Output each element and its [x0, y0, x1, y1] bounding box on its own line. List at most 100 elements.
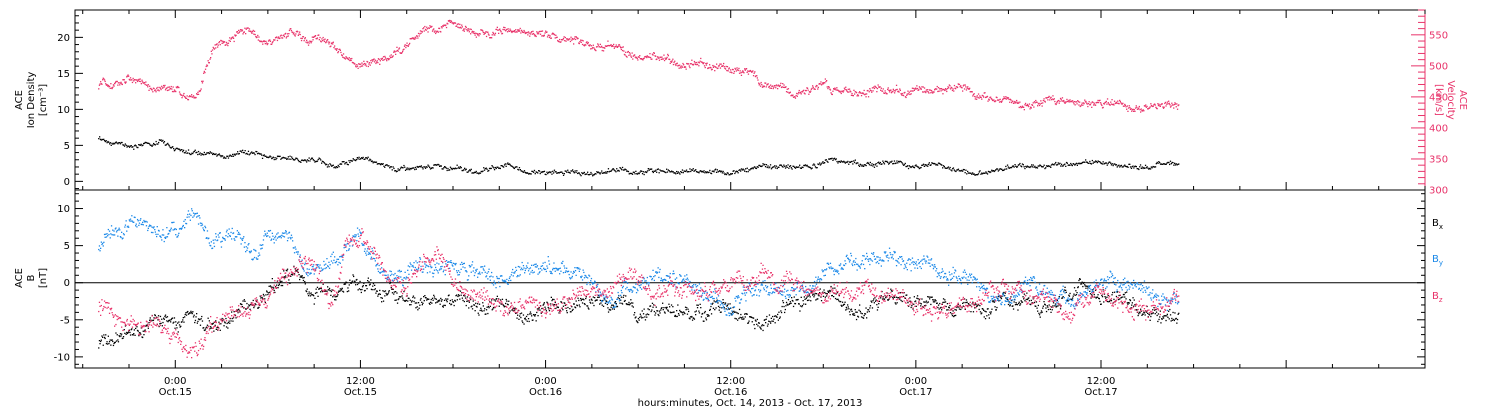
data-point	[595, 299, 597, 301]
data-point	[526, 320, 528, 322]
data-point	[373, 161, 375, 163]
data-point	[164, 237, 167, 239]
data-point	[123, 145, 126, 147]
data-point	[298, 160, 300, 163]
data-point	[1161, 318, 1163, 320]
data-point	[721, 172, 723, 174]
data-point	[1125, 298, 1127, 300]
data-point	[173, 321, 175, 323]
data-point	[617, 297, 619, 299]
data-point	[1156, 108, 1158, 110]
data-point	[327, 286, 329, 288]
data-point	[520, 312, 523, 314]
data-point	[380, 164, 382, 166]
data-point	[414, 38, 416, 40]
data-point	[1146, 305, 1148, 308]
data-point	[1113, 104, 1115, 106]
data-point	[899, 88, 901, 90]
data-point	[579, 173, 581, 176]
data-point	[771, 167, 773, 169]
data-point	[709, 309, 711, 311]
data-point	[859, 91, 861, 93]
data-point	[883, 298, 886, 300]
data-point	[733, 310, 735, 312]
data-point	[878, 161, 880, 163]
data-point	[202, 227, 204, 229]
data-point	[949, 88, 952, 90]
data-point	[175, 90, 177, 93]
data-point	[670, 60, 672, 63]
data-point	[1058, 99, 1060, 102]
data-point	[613, 43, 615, 46]
data-point	[131, 81, 134, 84]
data-point	[1066, 98, 1068, 101]
data-point	[1045, 307, 1047, 309]
data-point	[360, 158, 362, 160]
data-point	[1038, 312, 1040, 314]
data-point	[346, 290, 348, 293]
data-point	[555, 36, 558, 39]
data-point	[674, 172, 676, 174]
data-point	[468, 301, 470, 303]
data-point	[1114, 163, 1116, 165]
data-point	[723, 302, 725, 304]
data-point	[299, 276, 301, 278]
data-point	[1063, 99, 1065, 102]
data-point	[442, 168, 444, 170]
data-point	[256, 36, 258, 38]
data-point	[309, 295, 312, 297]
data-point	[527, 318, 530, 320]
data-point	[479, 172, 482, 174]
data-point	[849, 314, 851, 316]
data-point	[1082, 161, 1084, 163]
data-point	[937, 164, 939, 166]
data-point	[496, 26, 498, 28]
data-point	[958, 83, 961, 86]
data-point	[220, 323, 222, 325]
data-point	[798, 303, 800, 305]
data-point	[556, 36, 558, 38]
data-point	[684, 66, 686, 68]
data-point	[612, 168, 615, 170]
data-point	[688, 171, 690, 173]
data-point	[1128, 105, 1130, 107]
data-point	[748, 320, 750, 322]
data-point	[1173, 103, 1175, 106]
data-point	[967, 88, 969, 90]
data-point	[271, 157, 273, 160]
data-point	[483, 310, 485, 312]
data-point	[873, 166, 876, 168]
data-point	[396, 46, 398, 48]
data-point	[620, 167, 622, 170]
data-point	[586, 305, 588, 307]
data-point	[106, 341, 108, 343]
data-point	[473, 304, 476, 306]
data-point	[1145, 311, 1147, 313]
data-point	[949, 166, 951, 169]
data-point	[117, 82, 120, 84]
data-point	[632, 55, 634, 57]
data-point	[915, 87, 917, 89]
data-point	[125, 144, 127, 146]
data-point	[1126, 108, 1128, 110]
data-point	[243, 299, 245, 301]
data-point	[1134, 165, 1136, 168]
data-point	[99, 138, 102, 140]
data-point	[524, 171, 526, 174]
data-point	[279, 281, 282, 283]
data-point	[192, 216, 194, 218]
data-point	[1126, 302, 1128, 304]
data-point	[583, 303, 586, 305]
data-point	[689, 168, 691, 170]
data-point	[212, 153, 214, 156]
data-point	[798, 91, 800, 94]
data-point	[981, 172, 983, 174]
data-point	[1061, 297, 1064, 299]
data-point	[981, 308, 983, 310]
data-point	[976, 95, 978, 97]
data-point	[1047, 96, 1050, 98]
data-point	[1131, 302, 1133, 304]
data-point	[264, 40, 266, 43]
data-point	[1169, 163, 1171, 166]
data-point	[686, 307, 688, 309]
